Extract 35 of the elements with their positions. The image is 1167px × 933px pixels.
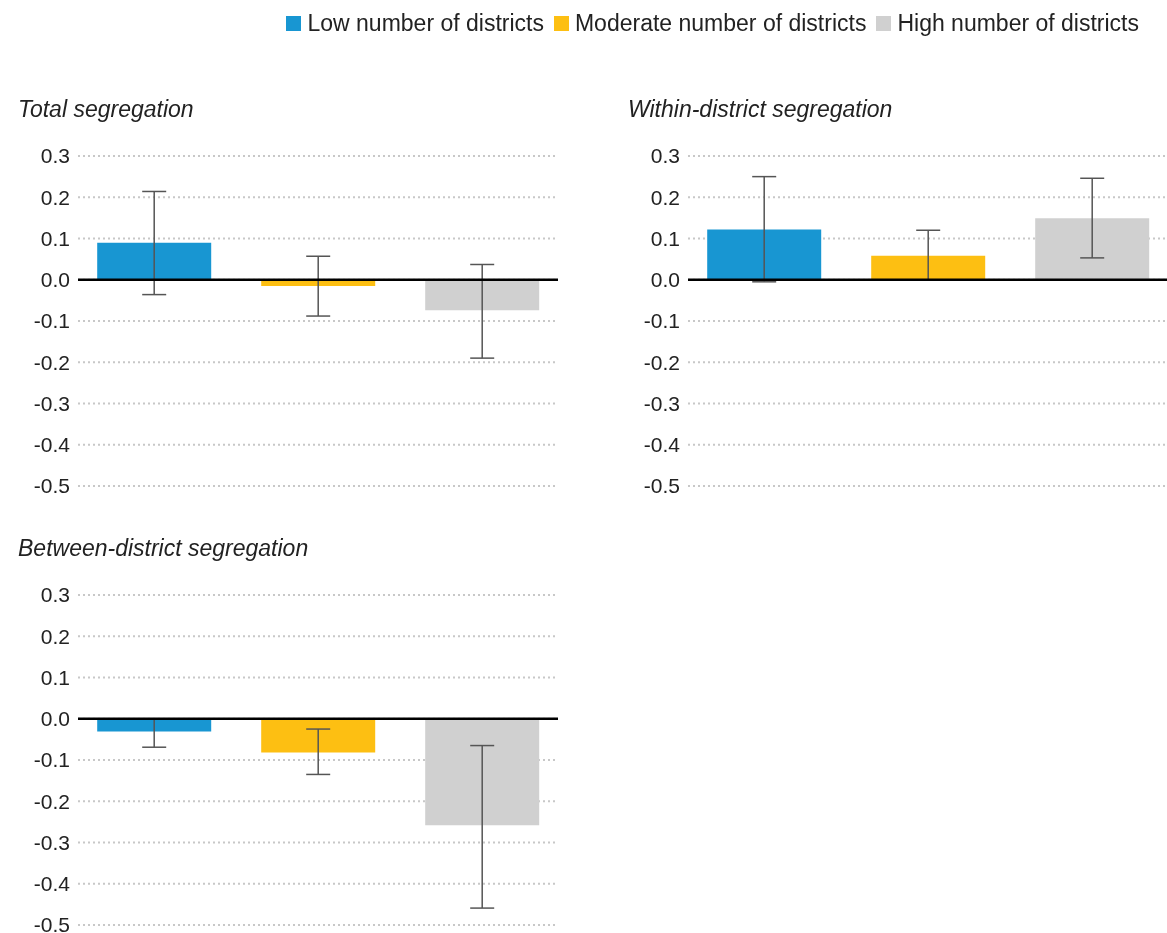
y-tick-label: 0.2 xyxy=(40,185,70,209)
y-tick-label: -0.5 xyxy=(643,474,680,498)
y-tick-label: -0.5 xyxy=(33,474,70,498)
y-tick-label: -0.2 xyxy=(33,350,70,374)
chart-title: Between-district segregation xyxy=(17,535,310,563)
y-tick-label: 0.2 xyxy=(650,185,680,209)
chart-title: Within-district segregation xyxy=(627,96,894,124)
y-tick-label: 0.3 xyxy=(650,144,680,168)
y-tick-label: 0.1 xyxy=(40,226,70,250)
y-tick-label: -0.2 xyxy=(643,350,680,374)
legend-label: Moderate number of districts xyxy=(574,10,867,37)
y-tick-label: -0.2 xyxy=(33,789,70,813)
y-tick-label: 0.0 xyxy=(40,707,70,731)
y-tick-label: 0.3 xyxy=(40,144,70,168)
legend-label: Low number of districts xyxy=(307,10,544,37)
y-tick-label: 0.1 xyxy=(650,226,680,250)
y-tick-label: -0.3 xyxy=(33,830,70,854)
y-tick-label: 0.0 xyxy=(40,268,70,292)
bar xyxy=(871,255,986,280)
y-tick-label: -0.5 xyxy=(33,913,70,933)
y-tick-label: 0.2 xyxy=(40,624,70,648)
y-tick-label: -0.3 xyxy=(33,391,70,415)
y-tick-label: 0.1 xyxy=(40,665,70,689)
y-tick-label: -0.1 xyxy=(643,309,680,333)
y-tick-label: -0.1 xyxy=(33,309,70,333)
y-tick-label: 0.3 xyxy=(40,583,70,607)
y-tick-label: -0.4 xyxy=(33,433,71,457)
y-tick-label: -0.4 xyxy=(643,433,681,457)
bar xyxy=(707,229,822,280)
y-tick-label: -0.3 xyxy=(643,391,680,415)
y-tick-label: -0.1 xyxy=(33,748,70,772)
chart-title: Total segregation xyxy=(17,96,195,124)
y-tick-label: 0.0 xyxy=(650,268,680,292)
legend-label: High number of districts xyxy=(897,10,1139,37)
y-tick-label: -0.4 xyxy=(33,872,71,896)
